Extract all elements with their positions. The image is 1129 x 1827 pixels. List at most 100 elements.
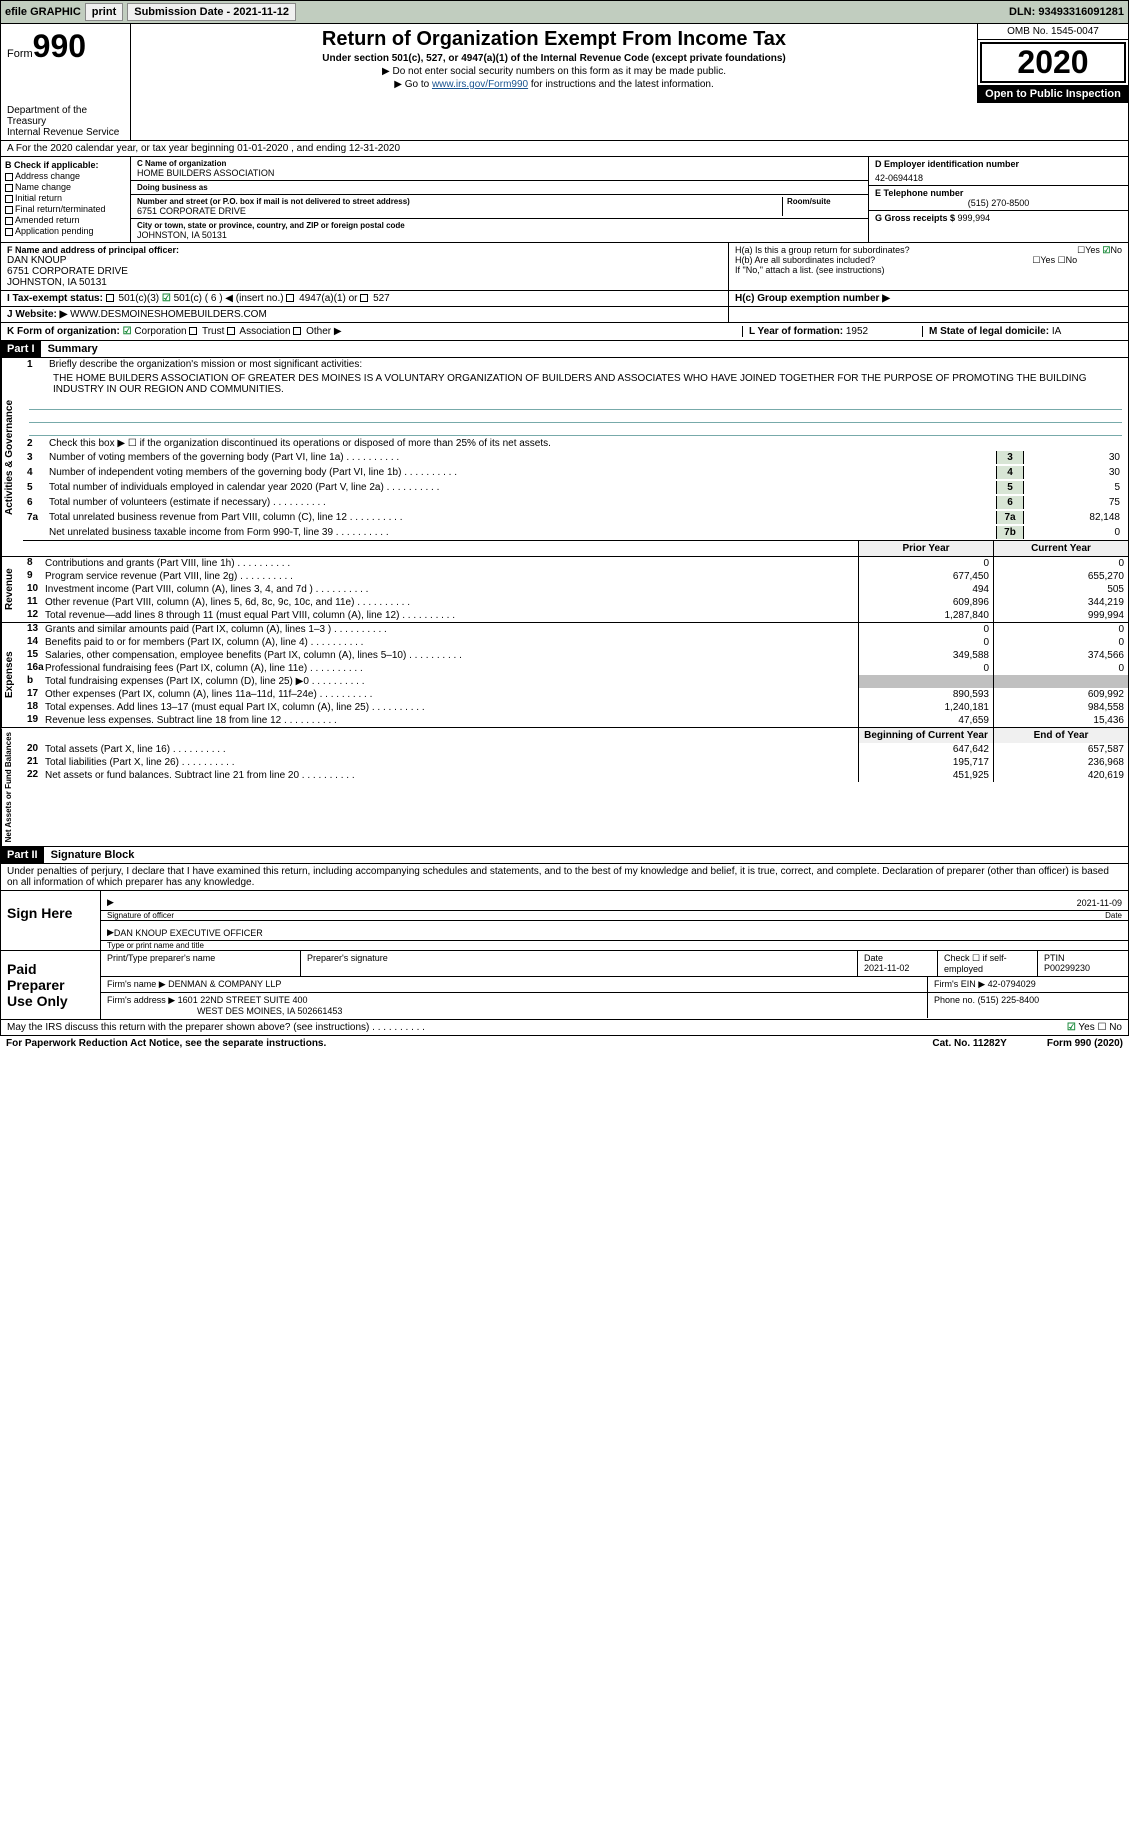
penalty-text: Under penalties of perjury, I declare th… xyxy=(0,864,1129,891)
omb-number: OMB No. 1545-0047 xyxy=(978,24,1128,40)
form-990: 990 xyxy=(33,28,86,64)
table-row: 20 Total assets (Part X, line 16) 647,64… xyxy=(23,743,1128,756)
print-button[interactable]: print xyxy=(85,3,123,21)
open-public: Open to Public Inspection xyxy=(978,85,1128,103)
col-c: C Name of organization HOME BUILDERS ASS… xyxy=(131,157,868,242)
org-city: JOHNSTON, IA 50131 xyxy=(137,230,862,240)
header-right: OMB No. 1545-0047 2020 Open to Public In… xyxy=(978,24,1128,103)
netassets-section: Net Assets or Fund Balances Beginning of… xyxy=(0,728,1129,847)
col-f: F Name and address of principal officer:… xyxy=(1,243,728,290)
chk-name-change[interactable]: Name change xyxy=(5,182,126,192)
paid-preparer-block: Paid Preparer Use Only Print/Type prepar… xyxy=(0,951,1129,1020)
section-ihc: I Tax-exempt status: 501(c)(3) ☑ 501(c) … xyxy=(0,291,1129,307)
vert-revenue: Revenue xyxy=(1,557,23,622)
tax-year: 2020 xyxy=(980,42,1126,83)
vert-expenses: Expenses xyxy=(1,623,23,727)
chk-assoc[interactable] xyxy=(227,327,235,335)
gross-receipts: 999,994 xyxy=(958,213,991,223)
irs-link[interactable]: www.irs.gov/Form990 xyxy=(432,79,528,90)
dln: DLN: 93493316091281 xyxy=(1009,6,1124,18)
table-row: 15 Salaries, other compensation, employe… xyxy=(23,649,1128,662)
table-row: 21 Total liabilities (Part X, line 26) 1… xyxy=(23,756,1128,769)
h-b: H(b) Are all subordinates included? ☐Yes… xyxy=(735,255,1122,265)
chk-final-return[interactable]: Final return/terminated xyxy=(5,204,126,214)
line-4: 4Number of independent voting members of… xyxy=(23,465,1128,480)
chk-initial-return[interactable]: Initial return xyxy=(5,193,126,203)
line-3: 3Number of voting members of the governi… xyxy=(23,450,1128,465)
prep-header-line: Print/Type preparer's name Preparer's si… xyxy=(101,951,1128,977)
form-footer: For Paperwork Reduction Act Notice, see … xyxy=(0,1036,1129,1051)
efile-label: efile GRAPHIC xyxy=(5,6,81,18)
col-h: H(a) Is this a group return for subordin… xyxy=(728,243,1128,290)
line-k: K Form of organization: ☑ Corporation Tr… xyxy=(7,326,742,337)
sig-officer-line: ▶ 2021-11-09 xyxy=(101,891,1128,911)
table-row: 9 Program service revenue (Part VIII, li… xyxy=(23,570,1128,583)
boy-eoy-header: Beginning of Current Year End of Year xyxy=(23,728,1128,743)
website: WWW.DESMOINESHOMEBUILDERS.COM xyxy=(70,309,267,320)
topbar: efile GRAPHIC print Submission Date - 20… xyxy=(0,0,1129,24)
may-irs-line: May the IRS discuss this return with the… xyxy=(0,1020,1129,1036)
line-j: J Website: ▶ WWW.DESMOINESHOMEBUILDERS.C… xyxy=(0,307,1129,323)
phone-box: E Telephone number (515) 270-8500 xyxy=(869,186,1128,211)
chk-501c3[interactable] xyxy=(106,294,114,302)
table-row: 22 Net assets or fund balances. Subtract… xyxy=(23,769,1128,782)
revenue-section: Revenue 8 Contributions and grants (Part… xyxy=(0,557,1129,623)
dba-box: Doing business as xyxy=(131,181,868,195)
form-title: Return of Organization Exempt From Incom… xyxy=(135,28,973,51)
officer-name: DAN KNOUP xyxy=(7,255,722,266)
line-7a: 7aTotal unrelated business revenue from … xyxy=(23,510,1128,525)
sign-here: Sign Here xyxy=(1,891,101,950)
col-b: B Check if applicable: Address change Na… xyxy=(1,157,131,242)
h-a: H(a) Is this a group return for subordin… xyxy=(735,245,1122,255)
table-row: 19 Revenue less expenses. Subtract line … xyxy=(23,714,1128,727)
officer-name-title: ▶ DAN KNOUP EXECUTIVE OFFICER xyxy=(101,921,1128,941)
form-number-cell: Form990 xyxy=(1,24,131,103)
ein: 42-0694418 xyxy=(875,173,1122,183)
officer-city: JOHNSTON, IA 50131 xyxy=(7,277,722,288)
vert-netassets: Net Assets or Fund Balances xyxy=(1,728,23,846)
firm-addr-line: Firm's address ▶ 1601 22ND STREET SUITE … xyxy=(101,993,1128,1018)
gross-box: G Gross receipts $ 999,994 xyxy=(869,211,1128,225)
officer-addr: 6751 CORPORATE DRIVE xyxy=(7,266,722,277)
line-7b: Net unrelated business taxable income fr… xyxy=(23,525,1128,540)
org-name-box: C Name of organization HOME BUILDERS ASS… xyxy=(131,157,868,181)
chk-4947[interactable] xyxy=(286,294,294,302)
table-row: 12 Total revenue—add lines 8 through 11 … xyxy=(23,609,1128,622)
chk-527[interactable] xyxy=(360,294,368,302)
pycy-header: Prior Year Current Year xyxy=(23,540,1128,556)
table-row: b Total fundraising expenses (Part IX, c… xyxy=(23,675,1128,688)
expenses-section: Expenses 13 Grants and similar amounts p… xyxy=(0,623,1129,728)
chk-amended[interactable]: Amended return xyxy=(5,215,126,225)
chk-app-pending[interactable]: Application pending xyxy=(5,226,126,236)
line-6: 6Total number of volunteers (estimate if… xyxy=(23,495,1128,510)
addr-box: Number and street (or P.O. box if mail i… xyxy=(131,195,868,219)
vert-act-gov: Activities & Governance xyxy=(1,358,23,556)
firm-name-line: Firm's name ▶ DENMAN & COMPANY LLP Firm'… xyxy=(101,977,1128,993)
line-klm: K Form of organization: ☑ Corporation Tr… xyxy=(0,323,1129,341)
chk-address-change[interactable]: Address change xyxy=(5,171,126,181)
paid-preparer: Paid Preparer Use Only xyxy=(1,951,101,1019)
ein-box: D Employer identification number 42-0694… xyxy=(869,157,1128,186)
chk-other[interactable] xyxy=(293,327,301,335)
table-row: 16a Professional fundraising fees (Part … xyxy=(23,662,1128,675)
part-ii-header: Part II Signature Block xyxy=(0,847,1129,864)
line-i: I Tax-exempt status: 501(c)(3) ☑ 501(c) … xyxy=(1,291,728,306)
org-name: HOME BUILDERS ASSOCIATION xyxy=(137,168,862,178)
mission-text: THE HOME BUILDERS ASSOCIATION OF GREATER… xyxy=(23,371,1128,397)
table-row: 18 Total expenses. Add lines 13–17 (must… xyxy=(23,701,1128,714)
line-l: L Year of formation: 1952 xyxy=(742,326,922,337)
line-a: A For the 2020 calendar year, or tax yea… xyxy=(0,141,1129,157)
line-1: 1Briefly describe the organization's mis… xyxy=(23,358,1128,371)
sign-here-block: Sign Here ▶ 2021-11-09 Signature of offi… xyxy=(0,891,1129,951)
activities-governance: Activities & Governance 1Briefly describ… xyxy=(0,358,1129,557)
dept-treasury: Department of the Treasury Internal Reve… xyxy=(1,103,131,140)
title-cell: Return of Organization Exempt From Incom… xyxy=(131,24,978,103)
instr-1: ▶ Do not enter social security numbers o… xyxy=(135,66,973,77)
table-row: 13 Grants and similar amounts paid (Part… xyxy=(23,623,1128,636)
org-address: 6751 CORPORATE DRIVE xyxy=(137,206,782,216)
chk-trust[interactable] xyxy=(189,327,197,335)
table-row: 11 Other revenue (Part VIII, column (A),… xyxy=(23,596,1128,609)
form-header: Form990 Return of Organization Exempt Fr… xyxy=(0,24,1129,103)
city-box: City or town, state or province, country… xyxy=(131,219,868,242)
table-row: 17 Other expenses (Part IX, column (A), … xyxy=(23,688,1128,701)
